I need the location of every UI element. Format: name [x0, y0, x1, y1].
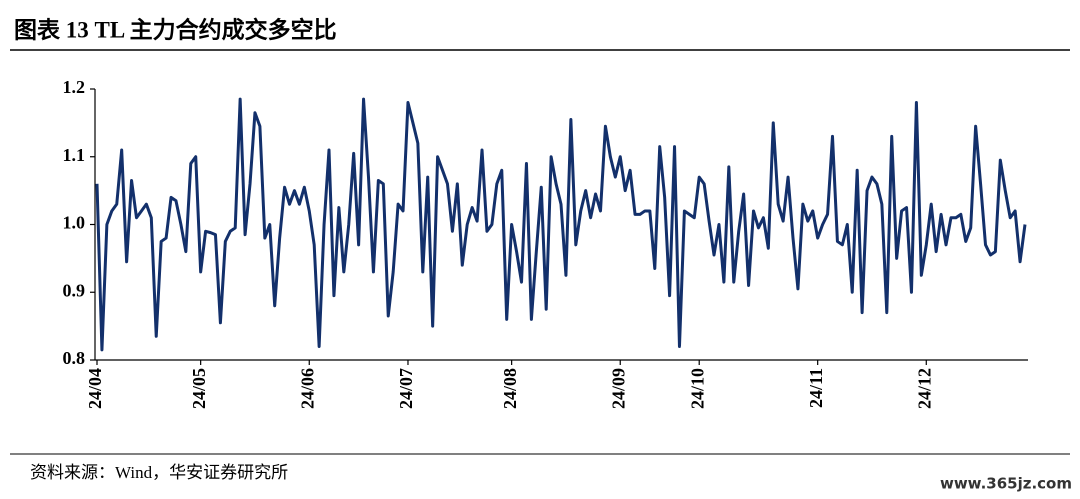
y-tick-label: 0.8: [63, 348, 86, 368]
x-tick-label: 24/05: [189, 368, 209, 409]
data-line: [95, 97, 1027, 352]
chart-title: 图表 13 TL 主力合约成交多空比: [14, 16, 337, 42]
x-tick-label: 24/09: [608, 368, 628, 409]
watermark: www.365jz.com: [940, 475, 1072, 493]
x-tick-label: 24/07: [396, 368, 416, 409]
x-tick-label: 24/08: [500, 368, 520, 409]
x-tick-label: 24/10: [687, 368, 707, 409]
y-tick-label: 1.2: [63, 77, 86, 97]
x-tick-label: 24/12: [914, 368, 934, 409]
source-note: 资料来源：Wind，华安证券研究所: [30, 463, 288, 482]
x-tick-label: 24/04: [85, 368, 105, 409]
y-tick-label: 0.9: [63, 280, 86, 300]
y-tick-label: 1.1: [63, 145, 86, 165]
y-tick-label: 1.0: [63, 213, 86, 233]
x-tick-label: 24/11: [806, 368, 826, 408]
x-tick-label: 24/06: [297, 368, 317, 409]
